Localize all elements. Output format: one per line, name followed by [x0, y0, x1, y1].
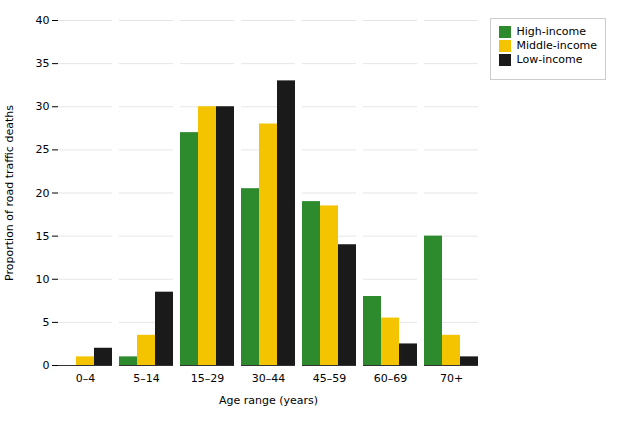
svg-text:20: 20 [36, 187, 50, 200]
svg-text:0: 0 [43, 359, 50, 372]
svg-text:0–4: 0–4 [76, 372, 96, 385]
svg-text:40: 40 [36, 14, 50, 27]
svg-text:60–69: 60–69 [374, 372, 408, 385]
svg-text:15–29: 15–29 [191, 372, 225, 385]
svg-text:5: 5 [43, 316, 50, 329]
svg-text:15: 15 [36, 230, 50, 243]
svg-text:30–44: 30–44 [252, 372, 286, 385]
svg-text:5–14: 5–14 [133, 372, 160, 385]
html-text:Low-income: Low-income [516, 53, 583, 66]
svg-text:70+: 70+ [440, 372, 463, 385]
svg-text:Proportion of road traffic dea: Proportion of road traffic deaths [3, 105, 16, 281]
svg-text:25: 25 [36, 143, 50, 156]
svg-text:45–59: 45–59 [313, 372, 347, 385]
svg-text:30: 30 [36, 100, 50, 113]
html-text:Middle-income: Middle-income [516, 39, 598, 52]
svg-text:35: 35 [36, 57, 50, 70]
html-text:High-income: High-income [516, 25, 586, 38]
svg-text:Age range (years): Age range (years) [219, 394, 318, 407]
svg-text:10: 10 [36, 273, 50, 286]
